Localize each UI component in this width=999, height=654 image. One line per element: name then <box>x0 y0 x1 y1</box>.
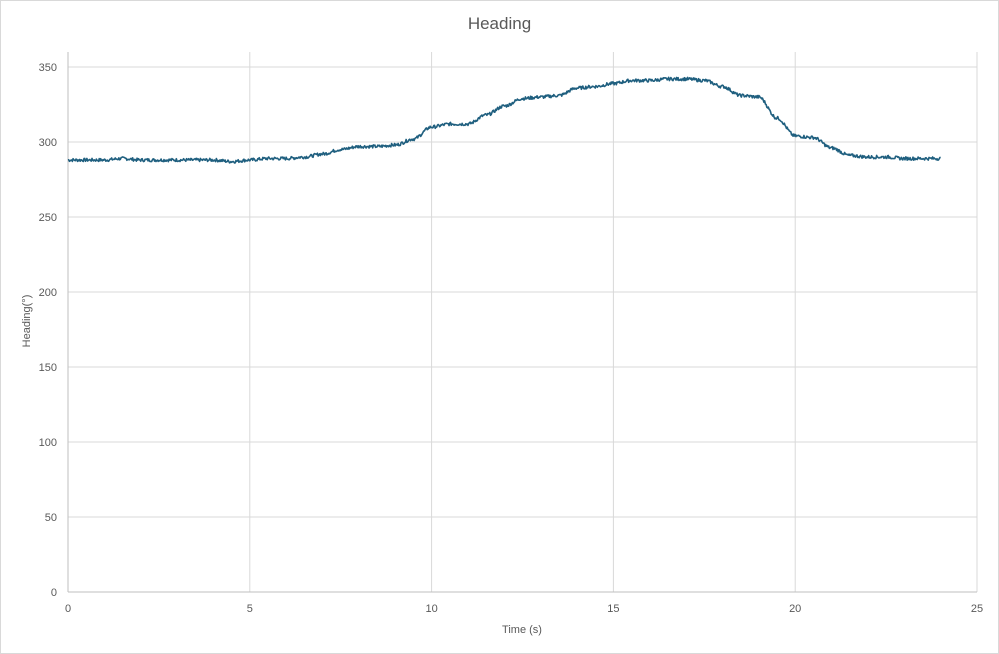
y-tick-label: 150 <box>39 362 57 374</box>
y-tick-label: 300 <box>39 137 57 149</box>
axes <box>67 52 977 593</box>
x-tick-label: 20 <box>789 603 801 615</box>
y-tick-label: 0 <box>51 587 57 599</box>
y-tick-label: 350 <box>39 62 57 74</box>
y-tick-label: 100 <box>39 437 57 449</box>
y-tick-label: 250 <box>39 212 57 224</box>
y-tick-label: 50 <box>45 512 57 524</box>
x-tick-label: 15 <box>607 603 619 615</box>
y-axis-title: Heading(°) <box>21 295 33 348</box>
chart-title: Heading <box>468 14 531 33</box>
tick-labels: 0 50 100 150 200 250 300 350 0 5 10 15 20 25 <box>39 62 983 615</box>
x-tick-label: 25 <box>971 603 983 615</box>
x-tick-label: 10 <box>425 603 437 615</box>
x-tick-label: 0 <box>65 603 71 615</box>
x-tick-label: 5 <box>247 603 253 615</box>
heading-series-line <box>67 76 941 164</box>
x-axis-title: Time (s) <box>502 624 542 636</box>
series-layer <box>67 76 941 164</box>
gridlines <box>68 52 978 592</box>
y-tick-label: 200 <box>39 287 57 299</box>
